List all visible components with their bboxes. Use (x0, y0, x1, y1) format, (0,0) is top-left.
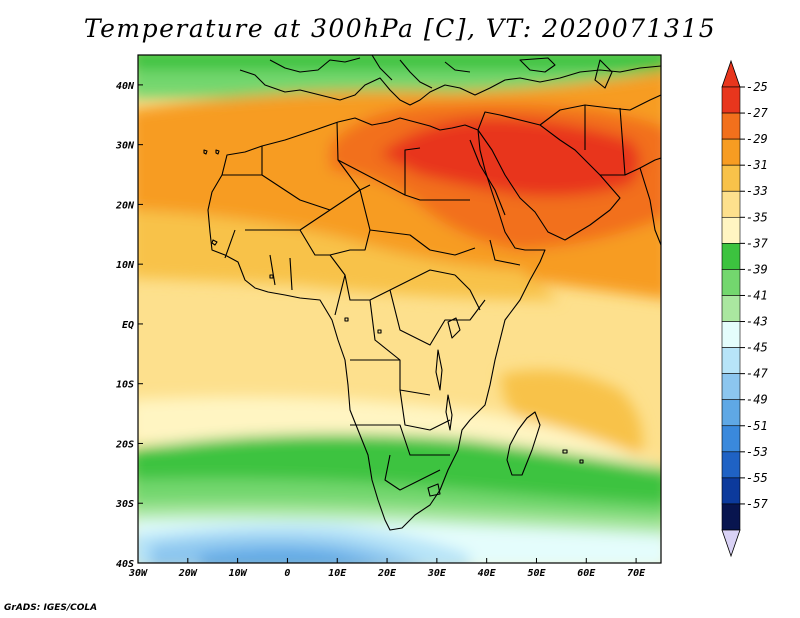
colorbar-swatch (721, 190, 741, 218)
lon-tick-label: 20W (178, 568, 198, 579)
map-axes: 30W 20W 10W 0 10E 20E 30E 40E 50E 60E 70E 40N 30N 20N… (115, 81, 646, 579)
map-title: Temperature at 300hPa [C], VT: 202007131… (83, 14, 717, 43)
colorbar-swatch (721, 138, 741, 166)
colorbar-swatch (721, 399, 741, 427)
colorbar-swatch (721, 321, 741, 348)
lon-tick-label: 60E (577, 568, 596, 579)
lat-tick-label: 40N (116, 81, 135, 92)
colorbar-label: -47 (746, 367, 768, 381)
coastlines (203, 55, 661, 531)
colorbar-label: -55 (746, 471, 768, 485)
colorbar-label: -43 (746, 315, 768, 329)
lon-tick-label: 40E (478, 568, 497, 579)
lat-tick-label: 40S (116, 559, 134, 570)
colorbar-label: -33 (746, 184, 768, 198)
colorbar: -25 -27 -29 -31 -33 -35 -37 -39 -41 -43 -45 -47 -49 -… (721, 59, 768, 558)
lat-tick-label: 10N (116, 260, 135, 271)
colorbar-label: -51 (746, 419, 768, 433)
colorbar-swatch (721, 373, 741, 401)
colorbar-label: -27 (746, 106, 768, 120)
colorbar-label: -45 (746, 341, 768, 355)
colorbar-swatch (721, 269, 741, 296)
colorbar-label: -39 (746, 262, 768, 276)
colorbar-label: -49 (746, 393, 768, 407)
colorbar-swatch (721, 112, 741, 140)
colorbar-label: -53 (746, 445, 768, 459)
lat-tick-label: 30N (115, 141, 135, 152)
colorbar-swatch (721, 347, 741, 374)
colorbar-label: -57 (746, 497, 768, 511)
colorbar-swatch (721, 295, 741, 322)
plot-frame (137, 54, 662, 564)
colorbar-label: -35 (746, 210, 768, 224)
colorbar-swatch (721, 216, 741, 244)
colorbar-top-arrow (721, 59, 741, 88)
colorbar-swatch (721, 164, 741, 192)
lon-tick-label: 20E (377, 568, 397, 579)
colorbar-label: -25 (746, 80, 768, 94)
lon-tick-label: 70E (627, 568, 646, 579)
colorbar-swatch (721, 477, 741, 505)
grads-credit: GrADS: IGES/COLA (4, 603, 98, 613)
lon-tick-label: 0 (284, 568, 290, 579)
lat-tick-label: 20S (115, 439, 134, 450)
lat-tick-label: 30S (115, 499, 134, 510)
lat-tick-label: 20N (115, 200, 135, 211)
lon-tick-label: 50E (527, 568, 546, 579)
colorbar-swatch (721, 86, 741, 114)
lon-tick-label: 30E (427, 568, 447, 579)
colorbar-bottom-arrow (721, 529, 741, 558)
colorbar-label: -29 (746, 132, 768, 146)
lat-tick-label: 10S (116, 380, 134, 391)
lat-tick-label: EQ (122, 320, 134, 331)
colorbar-swatch (721, 451, 741, 479)
colorbar-swatch (721, 243, 741, 270)
colorbar-label: -31 (746, 158, 768, 172)
colorbar-label: -37 (746, 236, 768, 250)
colorbar-label: -41 (746, 288, 768, 302)
lon-tick-label: 30W (128, 568, 148, 579)
colorbar-swatch (721, 503, 741, 531)
lon-tick-label: 10E (328, 568, 347, 579)
colorbar-swatch (721, 425, 741, 453)
lon-tick-label: 10W (229, 568, 248, 579)
temperature-field (138, 55, 661, 563)
